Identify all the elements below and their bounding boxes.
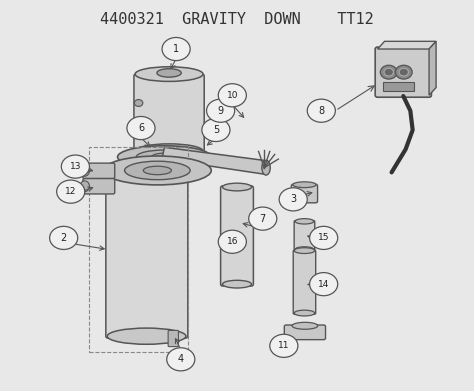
Circle shape <box>399 68 409 76</box>
Ellipse shape <box>137 150 192 164</box>
Circle shape <box>57 180 85 203</box>
Circle shape <box>218 230 246 253</box>
FancyBboxPatch shape <box>294 221 315 251</box>
FancyBboxPatch shape <box>292 184 318 203</box>
Ellipse shape <box>118 146 211 168</box>
Circle shape <box>50 226 78 249</box>
FancyBboxPatch shape <box>106 169 188 338</box>
Text: 1: 1 <box>173 44 179 54</box>
Circle shape <box>135 119 143 126</box>
Circle shape <box>310 226 337 249</box>
Circle shape <box>384 68 393 76</box>
Text: 5: 5 <box>213 125 219 135</box>
Text: 4: 4 <box>178 354 184 364</box>
Ellipse shape <box>135 67 203 81</box>
Circle shape <box>162 38 190 61</box>
Circle shape <box>135 100 143 106</box>
FancyBboxPatch shape <box>168 330 178 346</box>
Circle shape <box>249 207 277 230</box>
Text: 3: 3 <box>290 194 296 204</box>
Ellipse shape <box>222 183 252 191</box>
FancyBboxPatch shape <box>83 163 115 179</box>
Ellipse shape <box>152 153 177 161</box>
Circle shape <box>279 188 307 211</box>
Text: 13: 13 <box>70 162 81 171</box>
Bar <box>383 82 414 91</box>
Ellipse shape <box>135 144 203 158</box>
Circle shape <box>202 118 230 142</box>
Circle shape <box>380 65 397 79</box>
Bar <box>90 147 188 352</box>
Text: 12: 12 <box>65 187 76 196</box>
Circle shape <box>270 334 298 357</box>
Text: 11: 11 <box>278 341 290 350</box>
Polygon shape <box>377 41 436 49</box>
FancyBboxPatch shape <box>83 179 115 194</box>
Ellipse shape <box>295 247 314 252</box>
Ellipse shape <box>294 248 315 253</box>
Circle shape <box>310 273 337 296</box>
FancyBboxPatch shape <box>220 186 254 286</box>
Text: 10: 10 <box>227 91 238 100</box>
Text: 14: 14 <box>318 280 329 289</box>
Ellipse shape <box>294 310 315 316</box>
Ellipse shape <box>222 280 252 288</box>
Text: 7: 7 <box>260 213 266 224</box>
FancyBboxPatch shape <box>375 47 431 97</box>
Polygon shape <box>429 41 436 95</box>
Ellipse shape <box>80 181 90 192</box>
Ellipse shape <box>125 161 190 180</box>
Ellipse shape <box>107 161 186 178</box>
Text: 9: 9 <box>218 106 224 116</box>
Text: 2: 2 <box>61 233 67 243</box>
Text: 6: 6 <box>138 123 144 133</box>
Circle shape <box>167 348 195 371</box>
Text: 16: 16 <box>227 237 238 246</box>
Circle shape <box>307 99 336 122</box>
Circle shape <box>218 84 246 107</box>
Circle shape <box>61 155 90 178</box>
Ellipse shape <box>292 322 318 329</box>
Text: 8: 8 <box>318 106 324 116</box>
Ellipse shape <box>295 219 314 224</box>
Ellipse shape <box>103 156 211 185</box>
FancyBboxPatch shape <box>134 74 204 153</box>
Polygon shape <box>162 147 267 174</box>
Ellipse shape <box>143 166 172 175</box>
Ellipse shape <box>293 182 316 188</box>
Ellipse shape <box>262 160 270 175</box>
Circle shape <box>395 65 412 79</box>
FancyBboxPatch shape <box>284 325 326 340</box>
Text: 15: 15 <box>318 233 329 242</box>
Circle shape <box>207 99 235 122</box>
Text: 4400321  GRAVITY  DOWN    TT12: 4400321 GRAVITY DOWN TT12 <box>100 13 374 27</box>
Ellipse shape <box>107 328 186 344</box>
Circle shape <box>127 117 155 140</box>
Ellipse shape <box>80 165 90 176</box>
Ellipse shape <box>157 69 181 77</box>
FancyBboxPatch shape <box>293 250 316 314</box>
